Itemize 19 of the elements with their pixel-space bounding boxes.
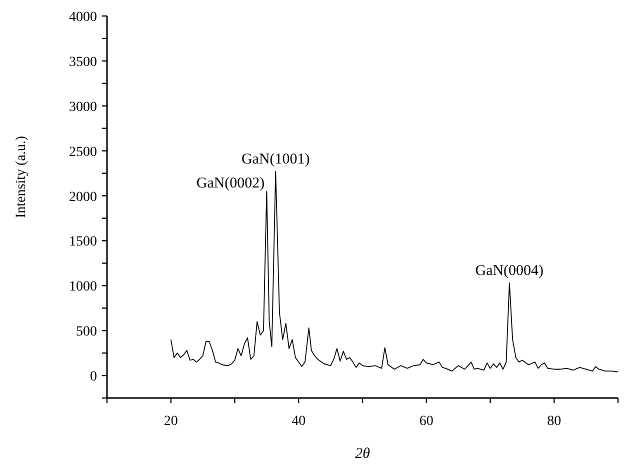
y-tick-label: 4000	[69, 10, 97, 25]
x-tick-label: 40	[292, 414, 306, 429]
x-axis-title: 2θ	[355, 446, 371, 462]
x-tick-label: 20	[164, 414, 178, 429]
y-tick-label: 1500	[69, 234, 97, 250]
annotation: GaN(0002)	[196, 175, 265, 192]
x-tick-label: 80	[547, 414, 562, 429]
x-tick-label: 60	[419, 414, 434, 429]
y-axis-title: Intensity (a.u.)	[14, 136, 29, 218]
y-tick-label: 2000	[69, 190, 97, 205]
annotation: GaN(1001)	[241, 151, 310, 168]
line-series	[170, 171, 618, 372]
annotation: GaN(0004)	[475, 262, 544, 279]
y-tick-label: 1000	[69, 280, 97, 295]
y-tick-label: 3500	[69, 54, 97, 70]
y-tick-label: 500	[76, 324, 97, 340]
y-tick-label: 0	[90, 370, 97, 385]
y-tick-label: 3000	[69, 100, 97, 115]
y-tick-label: 2500	[69, 144, 97, 160]
